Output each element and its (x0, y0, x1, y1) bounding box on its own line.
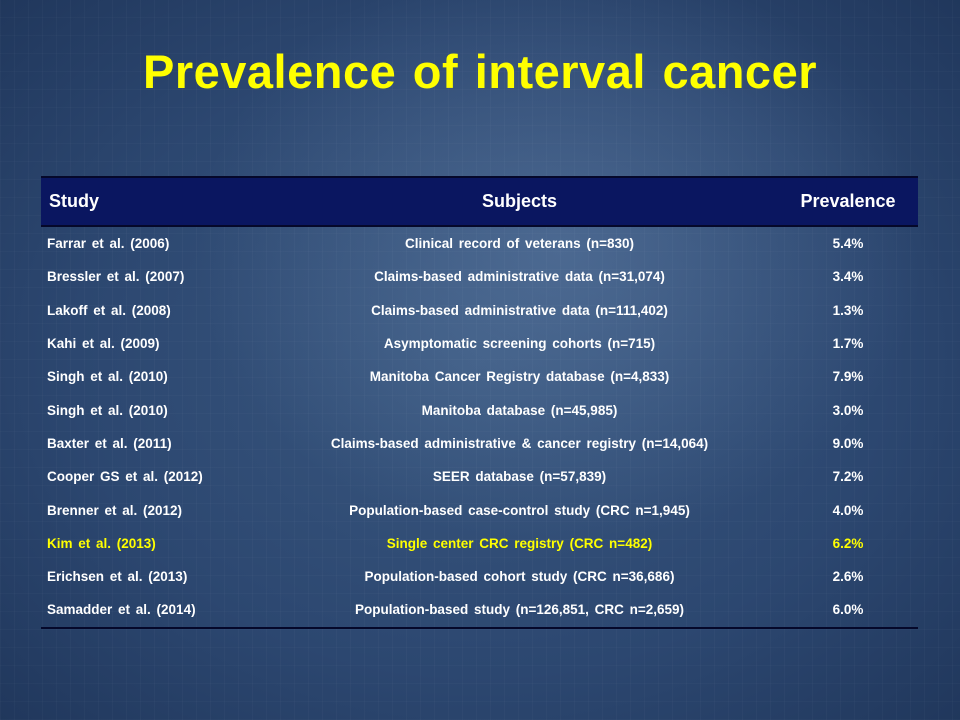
cell-prevalence: 5.4% (832, 236, 864, 252)
cell-subjects: Clinical record of veterans (n=830) (405, 236, 634, 252)
cell-study: Singh et al. (2010) (47, 369, 168, 385)
cell-study: Baxter et al. (2011) (47, 435, 172, 451)
table-row: Lakoff et al. (2008) Claims-based adminis… (41, 294, 918, 327)
cell-study: Lakoff et al. (2008) (47, 302, 171, 318)
cell-study: Kahi et al. (2009) (47, 336, 160, 352)
cell-prevalence: 2.6% (832, 569, 864, 585)
prevalence-table: Study Subjects Prevalence Farrar et al. … (41, 176, 918, 629)
table-row: Bressler et al. (2007) Claims-based admin… (41, 260, 918, 293)
cell-study: Singh et al. (2010) (47, 402, 168, 418)
cell-study: Samadder et al. (2014) (41, 593, 261, 629)
table-header: Study Subjects Prevalence (41, 176, 918, 227)
cell-prevalence: 1.3% (832, 302, 864, 318)
cell-prevalence: 6.0% (778, 593, 918, 629)
table-row: Cooper GS et al. (2012) SEER database (n=… (41, 460, 918, 493)
table-row: Kim et al. (2013) Single center CRC regis… (41, 527, 918, 560)
header-subjects: Subjects (261, 176, 778, 227)
cell-study: Brenner et al. (2012) (47, 502, 183, 518)
table-row: Erichsen et al. (2013) Population-based c… (41, 560, 918, 593)
cell-subjects: Population-based cohort study (CRC n=36,… (364, 569, 675, 585)
table-row: Singh et al. (2010) Manitoba Cancer Regis… (41, 360, 918, 393)
header-study: Study (41, 176, 261, 227)
cell-study: Cooper GS et al. (2012) (47, 469, 203, 485)
table-row: Singh et al. (2010) Manitoba database (n=… (41, 393, 918, 426)
cell-prevalence: 9.0% (832, 435, 864, 451)
table-row: Samadder et al. (2014) Population-based s… (41, 593, 918, 629)
cell-study: Erichsen et al. (2013) (47, 569, 188, 585)
cell-subjects: Population-based case-control study (CRC… (349, 502, 690, 518)
cell-subjects: Claims-based administrative data (n=111,… (371, 302, 668, 318)
cell-prevalence: 1.7% (832, 336, 864, 352)
cell-subjects: Claims-based administrative data (n=31,0… (374, 269, 665, 285)
cell-subjects: Single center CRC registry (CRC n=482) (386, 535, 653, 551)
cell-subjects: Claims-based administrative & cancer reg… (330, 435, 709, 451)
cell-prevalence: 6.2% (832, 535, 864, 551)
cell-prevalence: 7.2% (832, 469, 864, 485)
cell-study: Farrar et al. (2006) (47, 236, 170, 252)
cell-study: Kim et al. (2013) (47, 535, 156, 551)
cell-prevalence: 3.4% (832, 269, 864, 285)
table-row: Brenner et al. (2012) Population-based ca… (41, 493, 918, 526)
header-prevalence: Prevalence (778, 176, 918, 227)
header-row: Study Subjects Prevalence (41, 176, 918, 227)
table-row: Farrar et al. (2006) Clinical record of v… (41, 226, 918, 260)
prevalence-table-container: Study Subjects Prevalence Farrar et al. … (41, 176, 918, 629)
cell-subjects: Population-based study (n=126,851, CRC n… (261, 593, 778, 629)
cell-subjects: Manitoba database (n=45,985) (421, 402, 618, 418)
cell-prevalence: 3.0% (832, 402, 864, 418)
cell-prevalence: 4.0% (832, 502, 864, 518)
table-row: Baxter et al. (2011) Claims-based adminis… (41, 427, 918, 460)
slide-title: Prevalence of interval cancer (142, 45, 818, 98)
table-row: Kahi et al. (2009) Asymptomatic screening… (41, 327, 918, 360)
cell-subjects: Asymptomatic screening cohorts (n=715) (383, 336, 656, 352)
cell-prevalence: 7.9% (832, 369, 864, 385)
cell-study: Bressler et al. (2007) (47, 269, 185, 285)
cell-subjects: Manitoba Cancer Registry database (n=4,8… (369, 369, 670, 385)
cell-subjects: SEER database (n=57,839) (432, 469, 607, 485)
table-body: Farrar et al. (2006) Clinical record of v… (41, 226, 918, 629)
